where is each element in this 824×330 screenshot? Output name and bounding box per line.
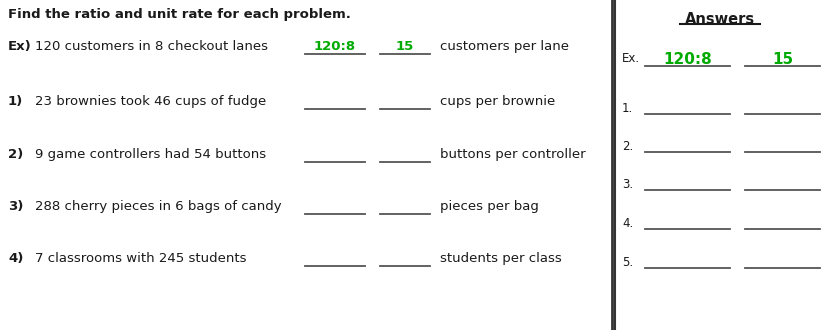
Text: 3.: 3.: [622, 178, 633, 191]
Text: 120 customers in 8 checkout lanes: 120 customers in 8 checkout lanes: [35, 40, 268, 53]
Text: 3): 3): [8, 200, 23, 213]
Text: customers per lane: customers per lane: [440, 40, 569, 53]
Text: 9 game controllers had 54 buttons: 9 game controllers had 54 buttons: [35, 148, 266, 161]
Text: 120:8: 120:8: [314, 40, 356, 53]
Text: Ex): Ex): [8, 40, 32, 53]
Text: Answers: Answers: [685, 12, 755, 27]
Text: cups per brownie: cups per brownie: [440, 95, 555, 108]
Text: 23 brownies took 46 cups of fudge: 23 brownies took 46 cups of fudge: [35, 95, 266, 108]
Text: 120:8: 120:8: [663, 52, 712, 67]
Text: 2): 2): [8, 148, 23, 161]
Text: 5.: 5.: [622, 256, 633, 269]
Text: Find the ratio and unit rate for each problem.: Find the ratio and unit rate for each pr…: [8, 8, 351, 21]
Text: 1): 1): [8, 95, 23, 108]
Text: students per class: students per class: [440, 252, 562, 265]
Text: pieces per bag: pieces per bag: [440, 200, 539, 213]
Text: buttons per controller: buttons per controller: [440, 148, 586, 161]
Text: 15: 15: [772, 52, 793, 67]
Text: 1.: 1.: [622, 102, 634, 115]
Text: 4): 4): [8, 252, 23, 265]
Text: 4.: 4.: [622, 217, 634, 230]
Text: 15: 15: [396, 40, 414, 53]
Text: 288 cherry pieces in 6 bags of candy: 288 cherry pieces in 6 bags of candy: [35, 200, 282, 213]
Text: 2.: 2.: [622, 140, 634, 153]
Text: 7 classrooms with 245 students: 7 classrooms with 245 students: [35, 252, 246, 265]
Text: Ex.: Ex.: [622, 52, 640, 65]
